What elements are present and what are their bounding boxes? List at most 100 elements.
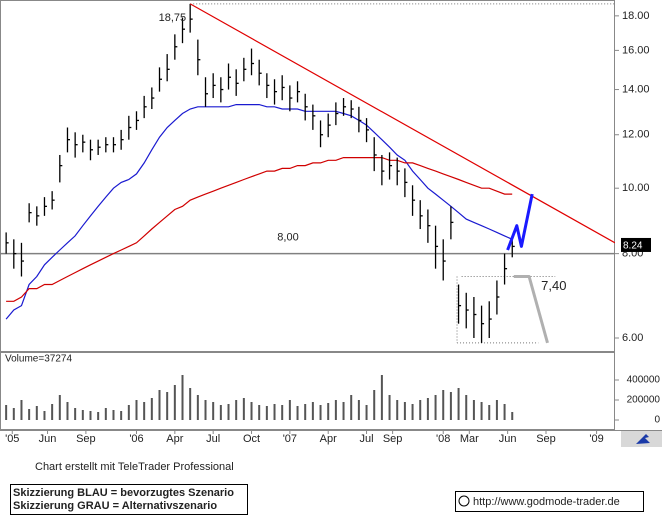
volume-bar bbox=[28, 409, 31, 420]
volume-bar bbox=[89, 411, 92, 420]
x-tick-label: Jun bbox=[499, 433, 517, 445]
volume-bar bbox=[81, 410, 84, 420]
volume-bar bbox=[196, 395, 199, 420]
volume-bar bbox=[457, 388, 460, 420]
x-tick-label: Sep bbox=[76, 433, 96, 445]
x-tick-label: '09 bbox=[589, 433, 603, 445]
volume-bar bbox=[273, 404, 276, 420]
volume-bar bbox=[181, 375, 184, 420]
volume-y-tick-label: 400000 bbox=[627, 375, 661, 386]
volume-bar bbox=[380, 375, 383, 420]
x-tick-label: Mar bbox=[460, 433, 479, 445]
y-tick-label: 14.00 bbox=[622, 83, 650, 95]
volume-bar bbox=[334, 400, 337, 420]
volume-bar bbox=[166, 392, 169, 420]
volume-bar bbox=[373, 390, 376, 420]
last-price-box bbox=[621, 237, 651, 252]
price-panel-frame bbox=[0, 0, 615, 352]
volume-y-tick-label: 200000 bbox=[627, 395, 661, 406]
volume-bar bbox=[411, 404, 414, 420]
volume-bar bbox=[258, 405, 261, 420]
volume-bar bbox=[288, 400, 291, 420]
url-box bbox=[455, 491, 644, 512]
x-tick-label: Sep bbox=[536, 433, 556, 445]
volume-bar bbox=[150, 398, 153, 420]
x-tick-label: '05 bbox=[5, 433, 19, 445]
x-tick-label: Jun bbox=[39, 433, 57, 445]
url: http://www.godmode-trader.de bbox=[473, 496, 620, 508]
volume-bar bbox=[242, 398, 245, 420]
volume-bar bbox=[265, 406, 268, 420]
chart-background bbox=[0, 0, 662, 447]
volume-bar bbox=[35, 406, 38, 420]
last-price-label: 8.24 bbox=[623, 241, 643, 252]
volume-bar bbox=[58, 395, 61, 420]
volume-bar bbox=[350, 395, 353, 420]
volume-bar bbox=[426, 398, 429, 420]
volume-bar bbox=[127, 405, 130, 420]
legend-gray: Skizzierung GRAU = Alternativszenario bbox=[13, 500, 217, 512]
moving-average bbox=[5, 104, 513, 320]
level-label: 8,00 bbox=[277, 232, 298, 244]
logo-arrow bbox=[636, 434, 650, 444]
volume-bar bbox=[97, 412, 100, 420]
x-tick-label: Apr bbox=[166, 433, 183, 445]
volume-label: Volume=37274 bbox=[5, 354, 72, 365]
volume-bar bbox=[204, 400, 207, 420]
y-tick-label: 18.00 bbox=[622, 10, 650, 22]
volume-bar bbox=[488, 405, 491, 420]
y-tick-label: 12.00 bbox=[622, 129, 650, 141]
y-tick-label: 10.00 bbox=[622, 182, 650, 194]
x-tick-label: '08 bbox=[436, 433, 450, 445]
volume-bar bbox=[327, 403, 330, 420]
volume-bar bbox=[442, 390, 445, 420]
volume-bar bbox=[403, 402, 406, 420]
x-tick-label: Jul bbox=[206, 433, 220, 445]
trendline bbox=[189, 3, 615, 244]
volume-panel-frame bbox=[0, 352, 615, 430]
volume-bar bbox=[143, 402, 146, 420]
volume-bar bbox=[104, 408, 107, 420]
volume-bar bbox=[281, 405, 284, 420]
x-tick-label: '06 bbox=[129, 433, 143, 445]
volume-bar bbox=[12, 408, 15, 420]
volume-bar bbox=[304, 404, 307, 420]
volume-bar bbox=[227, 404, 230, 420]
x-tick-label: Jul bbox=[360, 433, 374, 445]
legend-box bbox=[10, 484, 248, 515]
moving-average bbox=[6, 157, 513, 302]
volume-bar bbox=[189, 388, 192, 420]
volume-bar bbox=[158, 390, 161, 420]
volume-bar bbox=[5, 405, 8, 420]
x-tick-label: Sep bbox=[383, 433, 403, 445]
volume-plot bbox=[5, 375, 514, 420]
volume-bar bbox=[20, 400, 23, 420]
volume-bar bbox=[212, 402, 215, 420]
y-tick-label: 6.00 bbox=[622, 332, 643, 344]
volume-bar bbox=[419, 400, 422, 420]
range-label: 7,40 bbox=[541, 278, 566, 293]
volume-y-tick-label: 0 bbox=[654, 415, 660, 426]
x-tick-label: Oct bbox=[243, 433, 260, 445]
price-plot: 8,00 7,40 bbox=[0, 3, 615, 344]
volume-bar bbox=[480, 402, 483, 420]
volume-bar bbox=[365, 405, 368, 420]
volume-bar bbox=[472, 400, 475, 420]
volume-bar bbox=[342, 402, 345, 420]
peak-label: 18,75 bbox=[159, 12, 187, 24]
url-icon bbox=[458, 495, 470, 507]
x-tick-label: '07 bbox=[283, 433, 297, 445]
legend-blue: Skizzierung BLAU = bevorzugtes Szenario bbox=[13, 487, 234, 499]
volume-bar bbox=[511, 412, 514, 420]
volume-bar bbox=[43, 411, 46, 420]
volume-bar bbox=[465, 395, 468, 420]
volume-bar bbox=[503, 404, 506, 420]
x-tick-label: Apr bbox=[320, 433, 337, 445]
volume-bar bbox=[296, 406, 299, 420]
volume-bar bbox=[495, 400, 498, 420]
scenario-sketch bbox=[513, 275, 549, 344]
scenario-sketch bbox=[506, 193, 534, 251]
